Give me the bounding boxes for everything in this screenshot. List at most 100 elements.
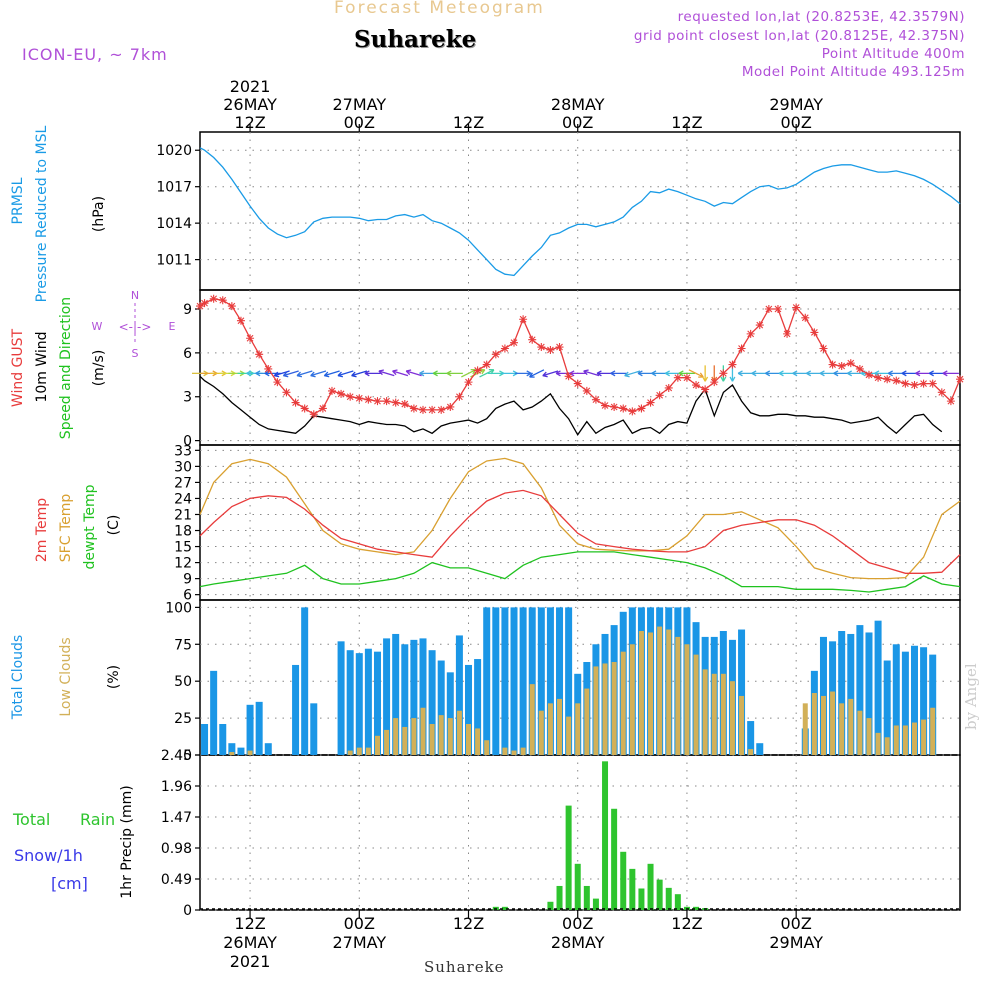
precip-unit: 1hr Precip (mm) [119, 785, 135, 898]
wind-gust-line-point [300, 404, 309, 413]
cloud-low-bar [857, 710, 863, 755]
wind-arrow-head [778, 370, 784, 377]
wind-gust-line-point [910, 381, 919, 390]
wind-gust-line-point [418, 405, 427, 414]
wind-arrow-head [819, 370, 825, 377]
wind-arrow-head [529, 372, 535, 378]
wind-arrow [282, 370, 299, 378]
wind-arrow-head [702, 376, 709, 382]
wind-arrow-shaft [310, 370, 327, 377]
rain-bar [611, 808, 618, 910]
wind-gust-line-point [646, 398, 655, 407]
wind-gust-line-point [937, 388, 946, 397]
cloud-low-bar [593, 666, 599, 755]
xtick-hour-top: 12Z [234, 113, 265, 132]
wind-gust-line-point [537, 343, 546, 352]
wind-arrow-head [806, 370, 812, 377]
requested-coords: requested lon,lat (20.8253E, 42.3579N) [677, 9, 965, 25]
cloud-low-bar [848, 698, 854, 755]
wind-gust-line-point [801, 313, 810, 322]
wind-arrow [688, 369, 704, 378]
cloud-total-bar [392, 633, 400, 755]
compass-n: N [131, 289, 139, 302]
clouds-label-total: Total Clouds [10, 635, 26, 720]
wind-gust-line-point [327, 386, 336, 395]
wind-gust-line-point [196, 302, 204, 311]
xtick-hour-bottom: 12Z [671, 914, 702, 933]
wind-arrow-shaft [624, 370, 641, 377]
cloud-total-bar [474, 659, 482, 755]
wind-gust-line-point [464, 378, 473, 387]
xtick-hour-top: 12Z [453, 113, 484, 132]
xtick-hour-bottom: 12Z [234, 914, 265, 933]
cloud-total-bar [455, 635, 463, 755]
cloud-low-bar [547, 703, 553, 755]
cloud-low-bar [684, 644, 690, 755]
wind-arrow-head [526, 370, 532, 377]
wind-arrow-head [729, 376, 736, 382]
wind-arrow [323, 370, 340, 378]
rain-bar [693, 906, 700, 910]
wind-gust-line-point [810, 328, 819, 337]
cloud-low-bar [475, 728, 481, 755]
wind-arrow-head [273, 371, 280, 378]
cloud-low-bar [557, 698, 563, 755]
ytick-label-clouds: 100 [165, 600, 192, 616]
wind-gust-line-point [737, 344, 746, 353]
cloud-total-bar [410, 639, 418, 755]
wind-gust-line-point [619, 404, 628, 413]
wind-arrow [432, 370, 450, 377]
ytick-label-temperature: 27 [174, 475, 192, 491]
wind-arrow-head [833, 370, 839, 377]
sfc-temp-line [199, 457, 961, 580]
wind-arrow [596, 370, 614, 377]
wind-arrow [942, 370, 959, 377]
wind-gust-line-point [455, 392, 464, 401]
cloud-total-bar [383, 638, 391, 755]
precip-label-snow: Snow/1h [14, 846, 83, 865]
wind-arrow [529, 369, 545, 378]
wind-gust-line-point [846, 359, 855, 368]
wind-arrow-shaft [688, 369, 704, 378]
ytick-label-temperature: 6 [183, 588, 192, 604]
rain-bar [556, 885, 563, 910]
xtick-hour-top: 00Z [562, 113, 593, 132]
cloud-low-bar [902, 725, 908, 755]
wind-arrow-head [765, 370, 771, 377]
wind-arrow [310, 370, 327, 378]
wind-arrow-shaft [283, 370, 299, 377]
cloud-low-bar [711, 673, 717, 755]
rain-bar [574, 863, 581, 910]
wind-arrow [737, 370, 755, 377]
wind-arrow [778, 370, 796, 377]
xtick-year-top: 2021 [230, 77, 271, 96]
cloud-total-bar [883, 660, 891, 755]
ytick-label-precip: 2.45 [161, 748, 192, 764]
cloud-total-bar [237, 747, 245, 755]
xtick-hour-top: 00Z [781, 113, 812, 132]
rain-bar [647, 863, 654, 910]
rain-bar [592, 898, 599, 910]
wind-gust-line-point [855, 364, 864, 373]
cloud-low-bar [602, 663, 608, 755]
pressure-label-b: Pressure Reduced to MSL [34, 125, 50, 302]
cloud-total-bar [264, 743, 272, 755]
wind-gust-line-point [227, 302, 236, 311]
footer-location: Suhareke [424, 958, 505, 976]
xtick-year-bottom: 2021 [230, 952, 271, 971]
precip-label-cm: [cm] [51, 874, 88, 893]
wind-gust-line-point [400, 400, 409, 409]
cloud-low-bar [456, 710, 462, 755]
wind-arrow [296, 370, 313, 378]
wind-arrow [887, 370, 905, 377]
rain-bar [638, 888, 645, 910]
ytick-label-temperature: 9 [183, 572, 192, 588]
ytick-label-pressure: 1014 [156, 216, 192, 232]
compass-s: S [132, 347, 139, 360]
wind-arrow [419, 370, 436, 377]
cloud-total-bar [228, 743, 236, 755]
wind-gust-line-point [337, 389, 346, 398]
cloud-total-bar [346, 650, 354, 755]
cloud-total-bar [910, 645, 918, 755]
